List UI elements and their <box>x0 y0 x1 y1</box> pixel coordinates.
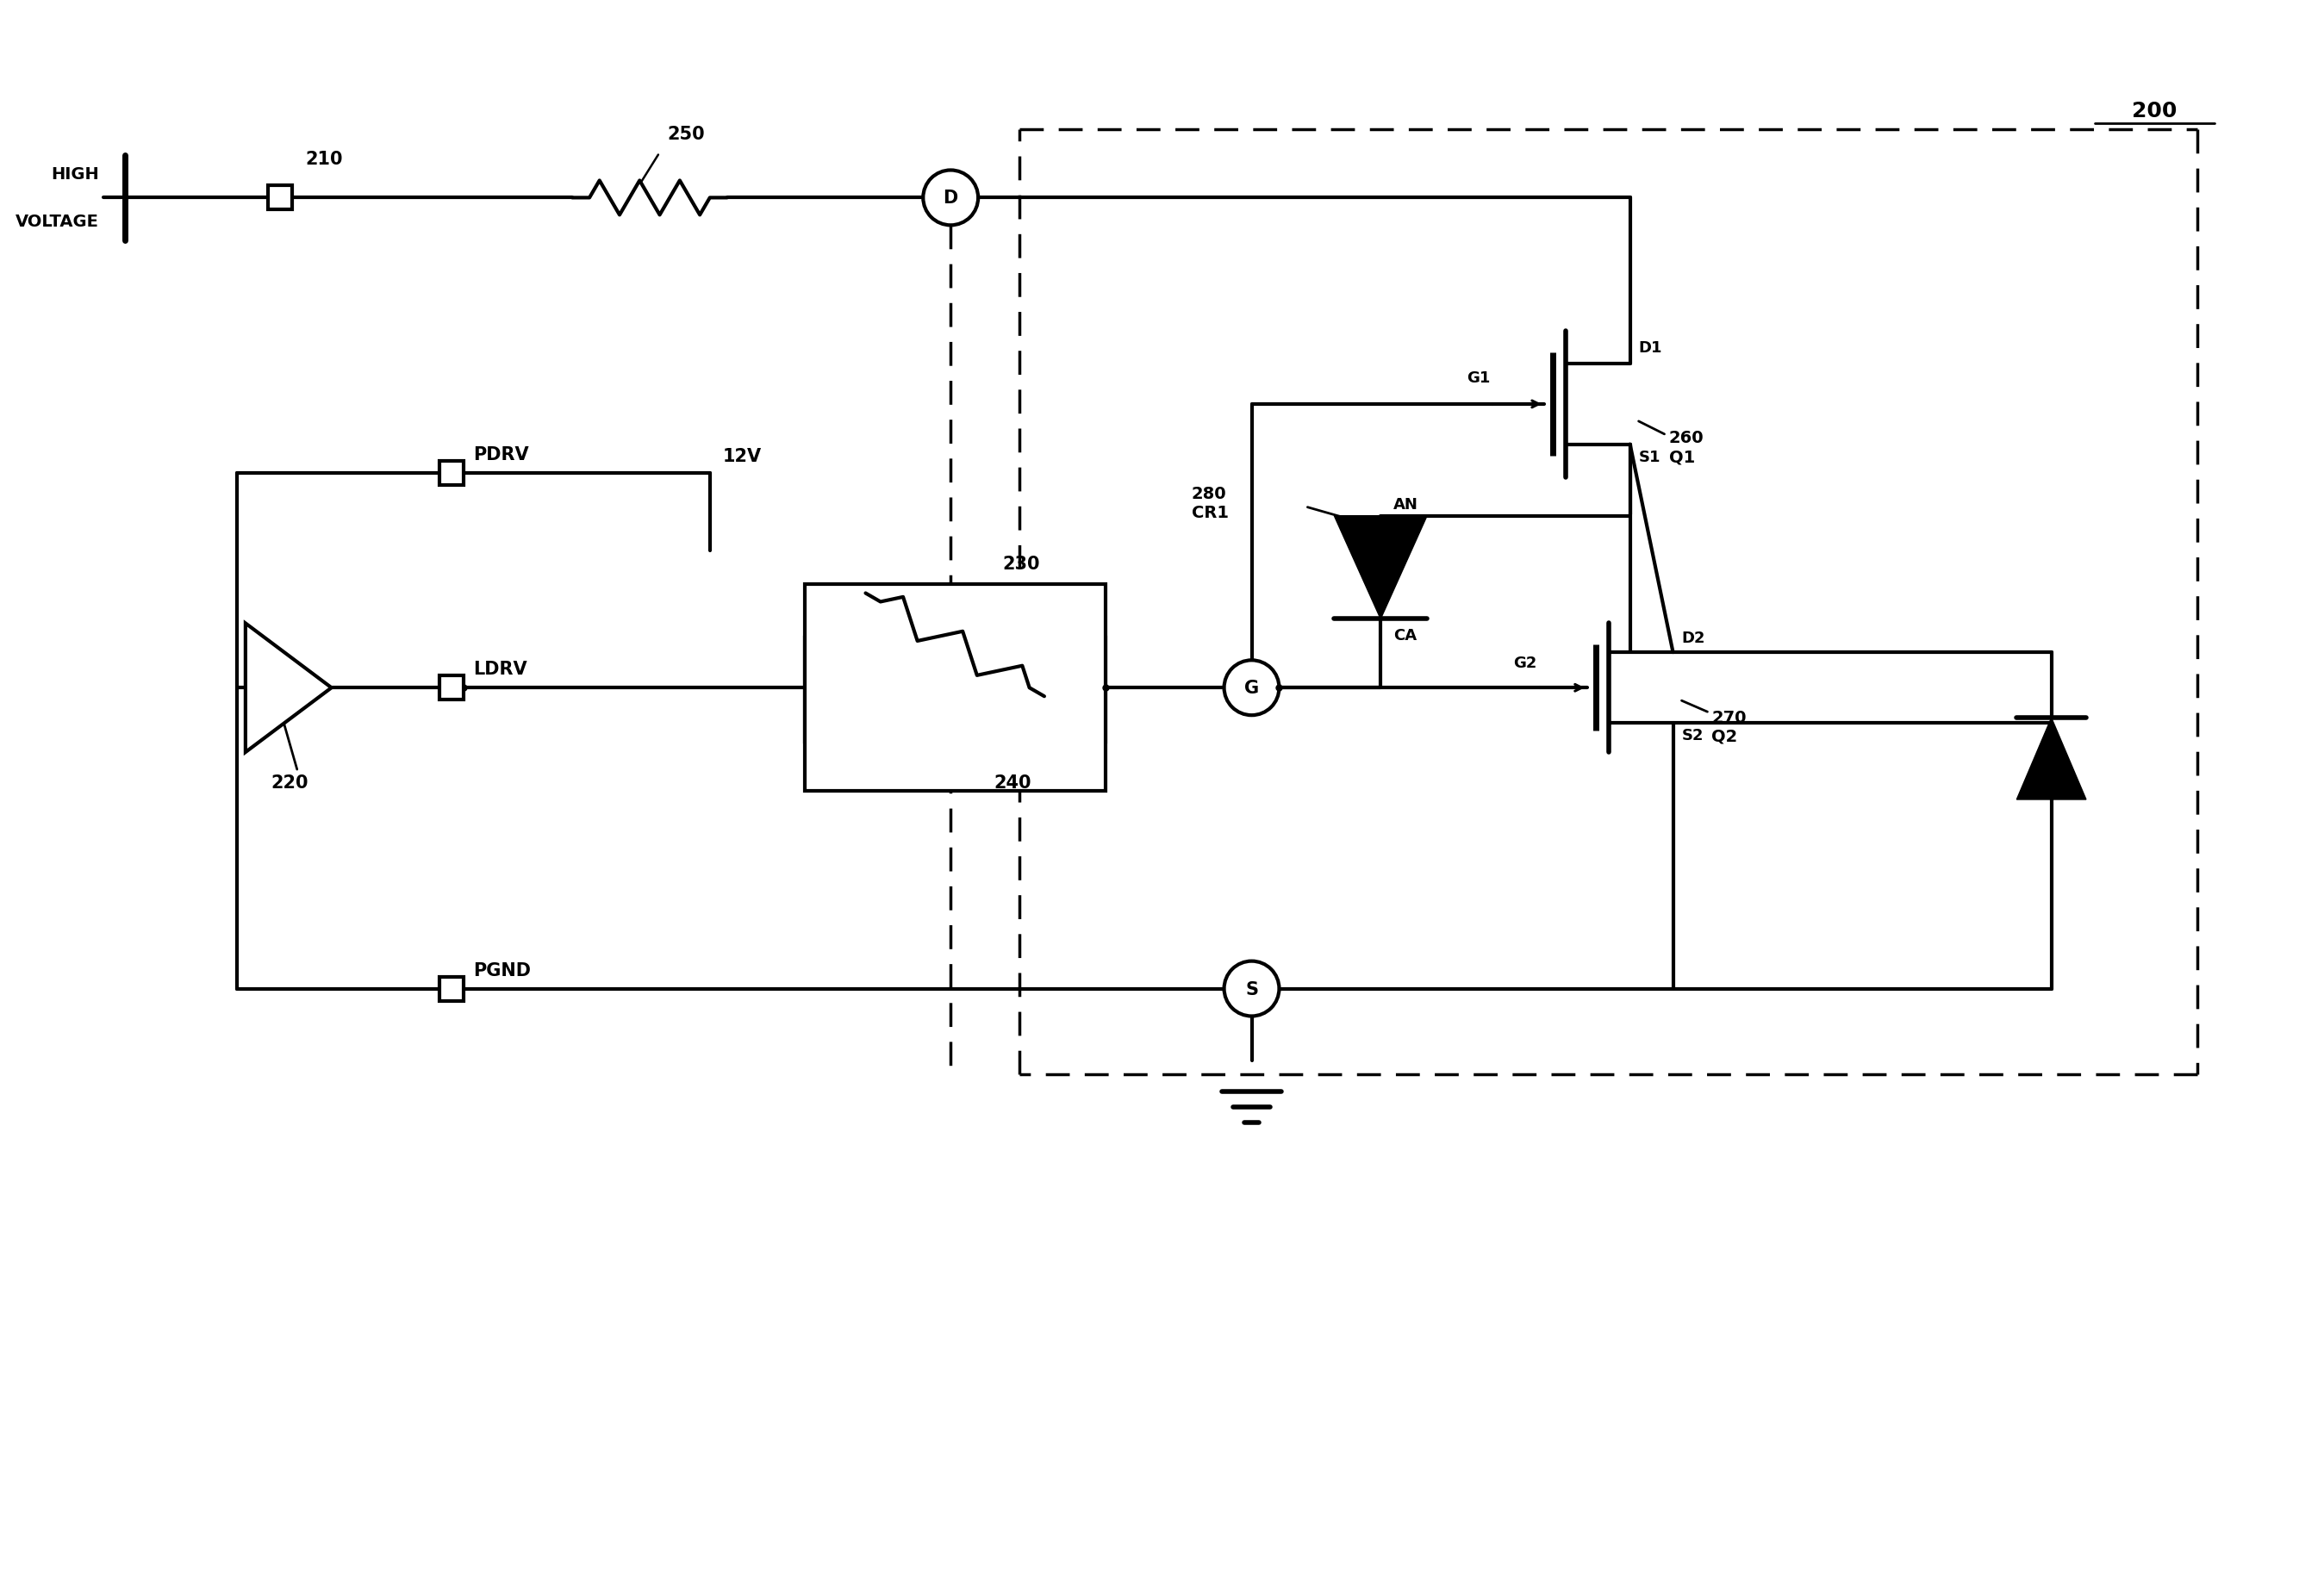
Bar <box>439 977 465 1001</box>
Text: CA: CA <box>1394 627 1418 643</box>
Text: G2: G2 <box>1513 656 1536 670</box>
Text: G: G <box>1243 680 1260 697</box>
Text: PDRV: PDRV <box>474 446 530 463</box>
Text: 230: 230 <box>1002 556 1039 572</box>
Circle shape <box>923 170 978 226</box>
Bar <box>439 462 465 486</box>
Text: G1: G1 <box>1466 371 1490 385</box>
Bar <box>267 186 293 210</box>
Polygon shape <box>1334 516 1427 619</box>
Circle shape <box>1225 661 1278 716</box>
Polygon shape <box>246 624 332 753</box>
Text: S: S <box>1246 981 1257 998</box>
Text: S1: S1 <box>1638 449 1662 465</box>
Text: 260
Q1: 260 Q1 <box>1669 430 1703 465</box>
Text: S2: S2 <box>1683 728 1703 743</box>
Text: VOLTAGE: VOLTAGE <box>16 213 100 231</box>
Text: 12V: 12V <box>723 447 762 465</box>
Polygon shape <box>2017 718 2087 799</box>
Text: D1: D1 <box>1638 341 1662 357</box>
Text: 200: 200 <box>2131 100 2178 121</box>
Text: 270
Q2: 270 Q2 <box>1713 708 1748 745</box>
Text: D2: D2 <box>1683 630 1706 646</box>
Text: HIGH: HIGH <box>51 167 100 183</box>
Circle shape <box>1225 962 1278 1016</box>
Text: 240: 240 <box>995 774 1032 791</box>
Text: 220: 220 <box>272 774 309 791</box>
Text: PGND: PGND <box>474 962 532 979</box>
Text: AN: AN <box>1394 497 1418 513</box>
Bar <box>804 584 1106 791</box>
Text: LDRV: LDRV <box>474 661 528 678</box>
Text: 250: 250 <box>667 126 704 143</box>
Text: 210: 210 <box>307 151 344 169</box>
Text: D: D <box>944 189 957 207</box>
Text: 280
CR1: 280 CR1 <box>1192 486 1229 521</box>
Bar <box>439 677 465 700</box>
